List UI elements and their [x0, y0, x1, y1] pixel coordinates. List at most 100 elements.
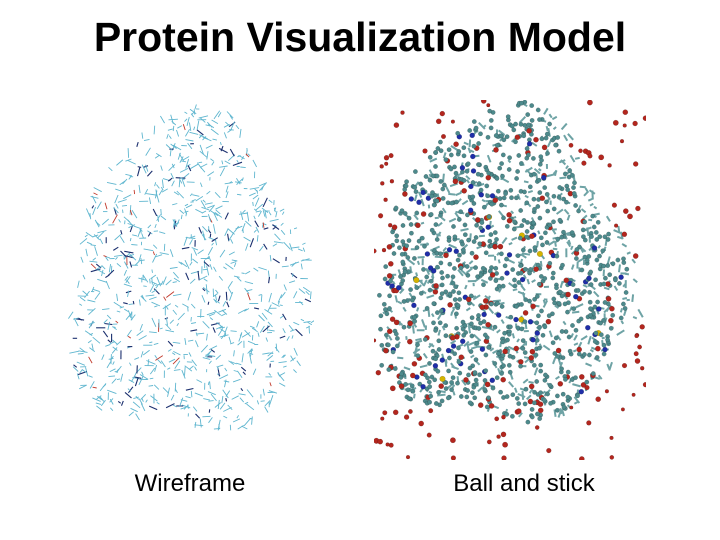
atom-ball	[538, 368, 544, 374]
wireframe-bond	[214, 299, 220, 304]
wireframe-bond	[299, 300, 304, 306]
wireframe-bond	[107, 339, 112, 343]
stick-bond	[492, 349, 499, 355]
stick-bond	[570, 264, 575, 270]
atom-ball	[467, 128, 473, 133]
wireframe-bond	[260, 400, 265, 402]
stick-bond	[563, 134, 569, 142]
atom-ball	[526, 141, 533, 147]
wireframe-bond	[127, 290, 130, 297]
atom-ball	[519, 301, 524, 307]
wireframe-bond	[167, 128, 173, 131]
atom-ball	[457, 370, 463, 376]
wireframe-bond	[215, 240, 218, 246]
atom-ball	[582, 237, 588, 243]
stick-bond	[516, 338, 520, 343]
wireframe-bond	[201, 295, 206, 303]
wireframe-bond	[177, 125, 183, 129]
atom-ball	[447, 261, 453, 267]
atom-ball	[623, 290, 629, 295]
wireframe-bond	[87, 340, 92, 344]
wireframe-bond	[259, 245, 264, 252]
stick-bond	[473, 333, 481, 341]
wireframe-bond	[200, 117, 206, 123]
stick-bond	[434, 255, 444, 259]
atom-ball	[606, 231, 612, 237]
wireframe-bond	[200, 163, 208, 168]
wireframe-bond	[156, 193, 160, 203]
wireframe-bond	[114, 254, 123, 257]
atom-ball	[438, 251, 444, 257]
wireframe-bond	[107, 321, 111, 330]
wireframe-bond	[123, 194, 132, 200]
wireframe-bond	[136, 141, 139, 147]
wireframe-bond	[185, 387, 194, 391]
atom-ball	[468, 293, 474, 299]
atom-ball	[501, 215, 506, 221]
atom-ball	[490, 385, 496, 391]
wireframe-bond	[141, 233, 144, 239]
atom-ball	[436, 389, 441, 395]
wireframe-bond	[261, 312, 268, 320]
wireframe-bond	[283, 241, 291, 250]
wireframe-bond	[90, 244, 96, 247]
wireframe-bond	[188, 352, 192, 357]
wireframe-bond	[305, 290, 310, 296]
wireframe-bond	[221, 313, 226, 317]
wireframe-bond	[155, 285, 159, 289]
atom-ball	[640, 366, 645, 371]
atom-ball	[438, 139, 443, 145]
atom-ball	[436, 347, 442, 352]
wireframe-bond	[220, 328, 226, 333]
atom-ball	[511, 226, 517, 232]
wireframe-bond	[124, 308, 129, 312]
stick-bond	[442, 152, 447, 159]
atom-ball	[459, 165, 466, 171]
atom-ball	[508, 187, 514, 193]
stick-bond	[545, 125, 549, 132]
wireframe-bond	[131, 209, 138, 219]
stick-bond	[552, 356, 557, 365]
wireframe-bond	[300, 318, 305, 322]
atom-ball	[566, 334, 572, 340]
stick-bond	[550, 227, 557, 235]
wireframe-bond	[90, 263, 97, 269]
wireframe-bond	[139, 228, 143, 232]
wireframe-bond	[246, 403, 255, 411]
ball-and-stick-caption: Ball and stick	[453, 470, 595, 497]
wireframe-bond	[112, 361, 115, 365]
atom-ball	[476, 181, 482, 187]
atom-ball	[427, 177, 433, 183]
wireframe-bond	[261, 185, 264, 191]
atom-ball	[389, 283, 395, 289]
wireframe-bond	[219, 165, 228, 168]
wireframe-bond	[230, 121, 236, 131]
atom-ball	[476, 326, 482, 331]
wireframe-bond	[254, 197, 260, 207]
atom-ball	[547, 260, 553, 266]
wireframe-bond	[179, 209, 185, 214]
atom-ball	[590, 213, 596, 219]
stick-bond	[399, 288, 405, 294]
wireframe-bond	[165, 403, 175, 409]
wireframe-bond	[112, 346, 118, 351]
atom-ball	[499, 251, 504, 257]
stick-bond	[594, 376, 601, 380]
wireframe-bond	[205, 124, 211, 127]
wireframe-bond	[154, 223, 157, 229]
wireframe-bond	[145, 147, 151, 156]
wireframe-bond	[101, 218, 109, 226]
atom-ball	[379, 362, 385, 368]
wireframe-bond	[253, 208, 257, 212]
atom-ball	[555, 347, 562, 354]
atom-ball	[461, 247, 466, 253]
wireframe-bond	[286, 336, 290, 341]
atom-ball	[499, 161, 505, 166]
stick-bond	[469, 149, 475, 153]
stick-bond	[450, 145, 459, 152]
wireframe-bond	[213, 110, 221, 120]
atom-ball	[383, 197, 388, 203]
stick-bond	[410, 320, 418, 328]
atom-ball	[541, 144, 548, 151]
atom-ball	[408, 196, 414, 202]
